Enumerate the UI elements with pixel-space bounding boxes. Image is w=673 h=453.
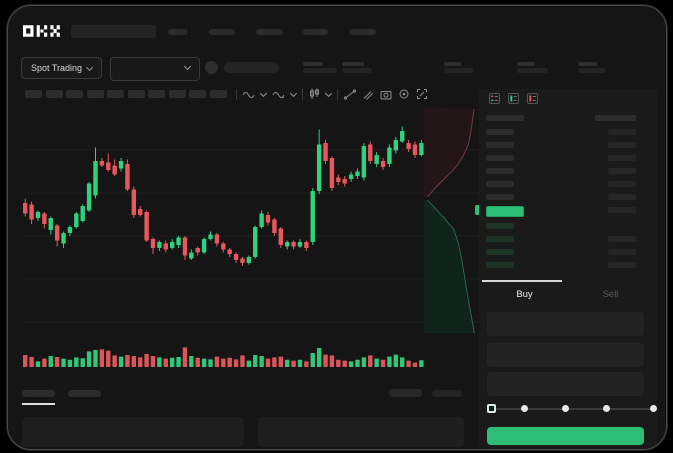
bid-price-bar — [486, 236, 514, 242]
divider — [302, 88, 303, 100]
ask-price-bar — [486, 142, 514, 148]
nav-menu-item[interactable] — [168, 29, 188, 35]
book-asks-icon[interactable] — [527, 93, 538, 104]
ticker-stat-label — [517, 62, 535, 66]
coin-avatar — [205, 61, 218, 74]
buy-tab-indicator — [482, 280, 562, 282]
bid-amount-bar — [608, 236, 636, 242]
ask-price-bar — [486, 129, 514, 135]
ticker-stat-value — [303, 68, 337, 73]
book-header-amount — [595, 115, 636, 121]
chart-toolbar — [242, 86, 428, 102]
total-input[interactable] — [487, 372, 644, 396]
market-type-label: Spot Trading — [30, 63, 83, 73]
nav-menu-item[interactable] — [256, 29, 283, 35]
ask-price-bar — [486, 168, 514, 174]
orderbook-view-switcher — [489, 93, 538, 104]
ask-price-bar — [486, 194, 514, 200]
nav-menu-item[interactable] — [209, 29, 235, 35]
chevron-down-icon[interactable] — [259, 89, 268, 97]
last-price-amount-bar — [608, 207, 636, 213]
ticker-stat-label — [303, 62, 323, 66]
bid-amount-bar — [608, 262, 636, 268]
slider-stop-dot[interactable] — [602, 405, 610, 412]
trendline-icon[interactable] — [344, 88, 356, 100]
tab-sell[interactable]: Sell — [602, 288, 619, 300]
timeframe-chip[interactable] — [66, 90, 83, 98]
orders-table-placeholder — [22, 417, 244, 447]
timeframe-chip[interactable] — [45, 90, 63, 98]
chevron-down-icon[interactable] — [324, 89, 333, 97]
indicator-wave2-icon[interactable] — [272, 89, 285, 100]
active-tab-underline — [22, 403, 55, 405]
chevron-down-icon — [183, 62, 192, 71]
camera-icon[interactable] — [380, 89, 392, 100]
ask-amount-bar — [608, 194, 636, 200]
ticker-stat-label — [444, 62, 461, 66]
bid-price-bar — [486, 262, 514, 268]
timeframe-chip[interactable] — [25, 90, 42, 98]
expand-icon[interactable] — [416, 88, 428, 100]
orders-filter[interactable] — [389, 389, 422, 397]
indicator-wave-icon[interactable] — [242, 89, 255, 100]
timeframe-chip[interactable] — [107, 90, 124, 98]
timeframe-chip[interactable] — [127, 90, 145, 98]
market-type-selector[interactable]: Spot Trading — [21, 57, 102, 79]
orders-tab[interactable] — [68, 390, 101, 397]
orders-filter[interactable] — [432, 390, 462, 397]
orders-tab-active[interactable] — [22, 390, 55, 397]
ask-amount-bar — [608, 181, 636, 187]
app-window: Spot Trading — [7, 5, 667, 450]
divider — [337, 88, 338, 100]
book-bids-icon[interactable] — [508, 93, 519, 104]
timeframe-chip[interactable] — [209, 90, 227, 98]
amount-slider-track[interactable] — [490, 408, 657, 410]
ticker-stat-label — [578, 62, 597, 66]
tab-buy[interactable]: Buy — [516, 288, 533, 300]
slider-stop-dot[interactable] — [520, 405, 528, 412]
nav-menu-item[interactable] — [349, 29, 376, 35]
chevron-down-icon[interactable] — [289, 89, 298, 97]
price-chart[interactable] — [21, 106, 486, 372]
ask-amount-bar — [608, 168, 636, 174]
ask-amount-bar — [608, 142, 636, 148]
timeframe-chip[interactable] — [189, 90, 206, 98]
price-input[interactable] — [487, 312, 644, 336]
ask-price-bar — [486, 181, 514, 187]
ticker-stat-value — [444, 68, 474, 73]
bid-amount-bar — [608, 249, 636, 255]
timeframe-chip[interactable] — [86, 90, 104, 98]
okx-logo[interactable] — [23, 25, 63, 37]
settings-icon[interactable] — [398, 88, 410, 100]
bid-price-bar — [486, 249, 514, 255]
brush-icon[interactable] — [362, 89, 374, 100]
ticker-stat-value — [517, 68, 548, 73]
ask-price-bar — [486, 155, 514, 161]
divider — [236, 89, 237, 100]
last-price-highlight[interactable] — [486, 206, 524, 217]
nav-menu-item[interactable] — [303, 29, 328, 35]
slider-stop-dot[interactable] — [561, 405, 569, 412]
orders-table-placeholder — [258, 417, 464, 447]
candle-style-icon[interactable] — [309, 88, 320, 100]
ticker-stat-value — [578, 68, 606, 73]
book-header-price — [486, 115, 524, 121]
ticker-stat-label — [342, 62, 364, 66]
nav-primary-placeholder — [71, 25, 156, 38]
ask-amount-bar — [608, 129, 636, 135]
amount-slider-handle[interactable] — [487, 404, 496, 413]
pair-name-placeholder — [224, 62, 279, 73]
book-split-icon[interactable] — [489, 93, 500, 104]
timeframe-chip[interactable] — [148, 90, 165, 98]
chevron-down-icon — [85, 63, 94, 71]
amount-input[interactable] — [487, 343, 644, 367]
ticker-stat-value — [342, 68, 372, 73]
bid-price-bar — [486, 223, 514, 229]
timeframe-chip[interactable] — [168, 90, 186, 98]
ask-amount-bar — [608, 155, 636, 161]
pair-selector[interactable] — [110, 57, 200, 81]
buy-submit-button[interactable] — [487, 427, 644, 445]
slider-stop-dot[interactable] — [649, 405, 657, 412]
